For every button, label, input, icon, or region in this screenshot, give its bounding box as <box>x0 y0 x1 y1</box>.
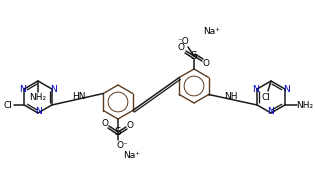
Text: NH₂: NH₂ <box>29 94 47 102</box>
Text: O: O <box>177 43 185 52</box>
Text: O: O <box>203 60 209 69</box>
Text: Na⁺: Na⁺ <box>123 150 140 160</box>
Text: O: O <box>127 121 134 129</box>
Text: Cl: Cl <box>261 94 271 102</box>
Text: Na⁺: Na⁺ <box>203 28 220 36</box>
Text: S: S <box>115 127 121 137</box>
Text: N: N <box>268 107 274 115</box>
Text: O: O <box>101 119 108 128</box>
Text: N: N <box>284 86 290 95</box>
Text: S: S <box>191 51 197 61</box>
Text: HN: HN <box>72 92 85 101</box>
Text: N: N <box>252 86 259 95</box>
Text: NH: NH <box>224 92 238 101</box>
Text: N: N <box>35 107 41 115</box>
Text: NH₂: NH₂ <box>296 101 313 109</box>
Text: O⁻: O⁻ <box>116 141 128 149</box>
Text: Cl: Cl <box>4 101 13 109</box>
Text: N: N <box>50 86 57 95</box>
Text: ⁻O: ⁻O <box>177 37 189 47</box>
Text: N: N <box>19 86 26 95</box>
